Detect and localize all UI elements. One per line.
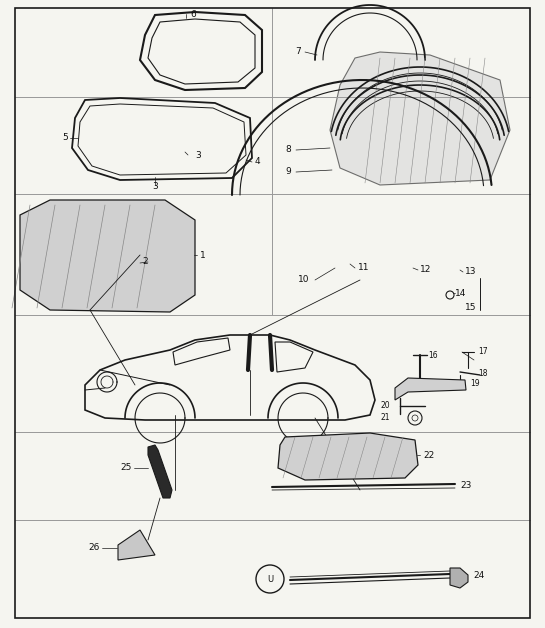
Text: 26: 26	[89, 543, 100, 553]
Text: 14: 14	[455, 288, 467, 298]
Text: 3: 3	[152, 182, 158, 191]
Text: 24: 24	[473, 571, 485, 580]
Polygon shape	[20, 200, 195, 312]
Polygon shape	[278, 433, 418, 480]
Text: 15: 15	[465, 303, 476, 313]
Text: 7: 7	[295, 48, 301, 57]
Text: 21: 21	[380, 413, 390, 423]
Text: 18: 18	[478, 369, 487, 379]
Text: 8: 8	[285, 146, 290, 154]
Polygon shape	[118, 530, 155, 560]
Text: 20: 20	[380, 401, 390, 409]
Text: 3: 3	[195, 151, 201, 160]
Text: 9: 9	[285, 168, 290, 176]
Text: 25: 25	[120, 463, 132, 472]
Text: 12: 12	[420, 266, 432, 274]
Text: 10: 10	[298, 276, 310, 284]
Text: 22: 22	[423, 450, 434, 460]
Text: 1: 1	[200, 251, 206, 259]
Text: 23: 23	[460, 482, 471, 490]
Polygon shape	[395, 378, 466, 400]
Text: 11: 11	[358, 264, 370, 273]
Text: 19: 19	[470, 379, 480, 389]
Polygon shape	[330, 52, 510, 185]
Text: 17: 17	[478, 347, 488, 357]
Text: 2: 2	[142, 257, 148, 266]
Text: 13: 13	[465, 268, 476, 276]
Polygon shape	[450, 568, 468, 588]
Text: 4: 4	[255, 158, 261, 166]
Text: U: U	[267, 575, 273, 583]
Text: 6: 6	[190, 10, 196, 19]
Polygon shape	[148, 445, 172, 498]
Text: 5: 5	[62, 134, 68, 143]
Text: 16: 16	[428, 350, 438, 359]
